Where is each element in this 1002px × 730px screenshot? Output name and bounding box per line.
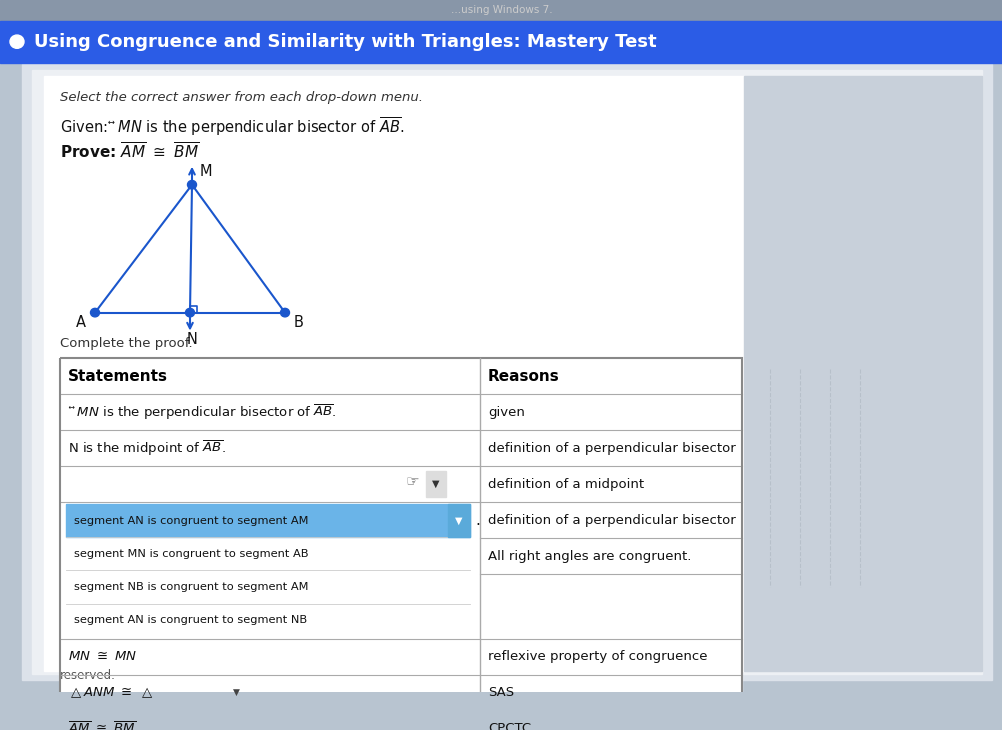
Bar <box>44 76 744 671</box>
Circle shape <box>185 308 194 317</box>
Bar <box>60 675 742 711</box>
Bar <box>60 358 742 394</box>
Bar <box>60 639 742 675</box>
Text: ▼: ▼ <box>232 688 239 697</box>
Bar <box>66 471 426 497</box>
Text: Using Congruence and Similarity with Triangles: Mastery Test: Using Congruence and Similarity with Tri… <box>34 33 656 50</box>
Bar <box>60 430 742 466</box>
Text: $\overline{AM}$ $\cong$ $\overline{BM}$: $\overline{AM}$ $\cong$ $\overline{BM}$ <box>68 721 136 730</box>
Text: segment NB is congruent to segment AM: segment NB is congruent to segment AM <box>74 582 309 592</box>
Text: segment MN is congruent to segment AB: segment MN is congruent to segment AB <box>74 549 309 559</box>
Text: segment AN is congruent to segment AM: segment AN is congruent to segment AM <box>74 515 309 526</box>
Circle shape <box>281 308 290 317</box>
Text: N: N <box>186 331 197 347</box>
Text: segment AN is congruent to segment NB: segment AN is congruent to segment NB <box>74 615 308 626</box>
Text: reserved.: reserved. <box>60 669 116 682</box>
Text: A: A <box>76 315 86 329</box>
Text: $\triangle ANM$ $\cong$ $\triangle$: $\triangle ANM$ $\cong$ $\triangle$ <box>68 685 153 700</box>
Text: .: . <box>475 512 480 528</box>
Text: B: B <box>294 315 304 329</box>
Bar <box>60 502 742 639</box>
Bar <box>0 0 1002 21</box>
Text: $\overleftrightarrow{MN}$ is the perpendicular bisector of $\overline{AB}$.: $\overleftrightarrow{MN}$ is the perpend… <box>68 402 337 422</box>
Text: CPCTC: CPCTC <box>488 723 531 730</box>
Text: Statements: Statements <box>68 369 168 383</box>
Text: reflexive property of congruence: reflexive property of congruence <box>488 650 707 664</box>
Text: ...using Windows 7.: ...using Windows 7. <box>451 5 553 15</box>
Text: Select the correct answer from each drop-down menu.: Select the correct answer from each drop… <box>60 91 423 104</box>
Text: Complete the proof.: Complete the proof. <box>60 337 192 350</box>
Text: Prove: $\overline{AM}$ $\cong$ $\overline{BM}$: Prove: $\overline{AM}$ $\cong$ $\overlin… <box>60 142 199 162</box>
Circle shape <box>187 180 196 189</box>
Bar <box>744 76 982 671</box>
Bar <box>60 394 742 430</box>
Text: definition of a midpoint: definition of a midpoint <box>488 477 644 491</box>
Text: definition of a perpendicular bisector: definition of a perpendicular bisector <box>488 514 735 526</box>
Bar <box>66 504 470 537</box>
Text: given: given <box>488 406 525 418</box>
Text: Reasons: Reasons <box>488 369 560 383</box>
Circle shape <box>10 35 24 48</box>
Text: ☞: ☞ <box>405 474 419 490</box>
Bar <box>32 70 982 675</box>
Bar <box>60 711 742 730</box>
Bar <box>66 504 470 637</box>
Bar <box>426 471 446 497</box>
Bar <box>448 504 470 537</box>
Text: ▼: ▼ <box>455 515 463 526</box>
Bar <box>22 64 992 680</box>
Circle shape <box>90 308 99 317</box>
Bar <box>0 21 1002 63</box>
Text: N is the midpoint of $\overline{AB}$.: N is the midpoint of $\overline{AB}$. <box>68 439 225 458</box>
Bar <box>60 358 742 730</box>
Text: Given: $\overleftrightarrow{MN}$ is the perpendicular bisector of $\overline{AB}: Given: $\overleftrightarrow{MN}$ is the … <box>60 115 404 138</box>
Bar <box>208 683 246 703</box>
Bar <box>60 466 742 502</box>
Text: M: M <box>200 164 212 179</box>
Text: SAS: SAS <box>488 686 514 699</box>
Text: ▼: ▼ <box>432 479 440 489</box>
Text: $MN$ $\cong$ $MN$: $MN$ $\cong$ $MN$ <box>68 650 137 664</box>
Text: definition of a perpendicular bisector: definition of a perpendicular bisector <box>488 442 735 455</box>
Text: All right angles are congruent.: All right angles are congruent. <box>488 550 691 563</box>
